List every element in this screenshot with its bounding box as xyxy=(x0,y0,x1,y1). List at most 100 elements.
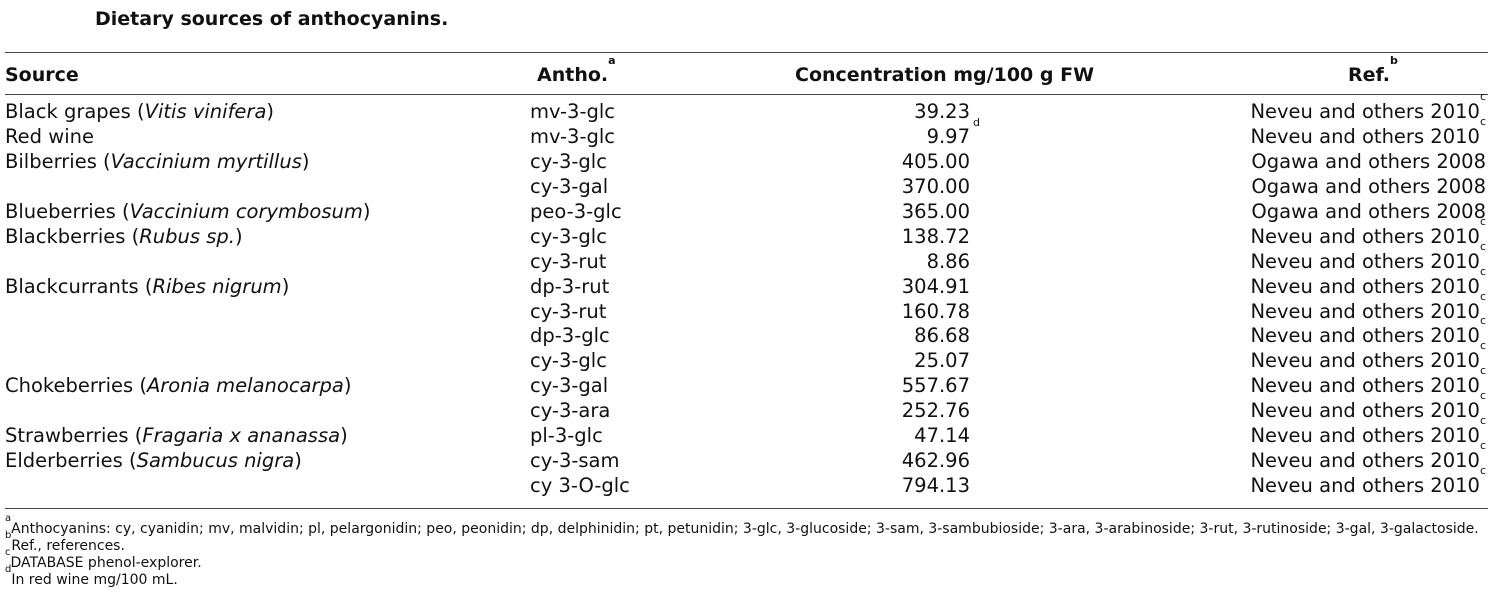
footnote: dIn red wine mg/100 mL. xyxy=(5,565,1479,589)
header-concentration: Concentration mg/100 g FW xyxy=(795,64,1095,86)
ref-footnote-mark: c xyxy=(1479,339,1486,353)
cell-concentration: 138.72 xyxy=(800,225,970,249)
cell-ref: Neveu and others 2010c xyxy=(1250,415,1486,448)
footnote-mark: b xyxy=(5,530,12,541)
footnote-mark: a xyxy=(5,513,12,524)
concentration-value: 39.23 xyxy=(914,100,970,123)
cell-concentration: 462.96 xyxy=(800,449,970,473)
table-row: Blackcurrants (Ribes nigrum) dp-3-rut 304.… xyxy=(0,266,1500,300)
table-row: Red wine mv-3-glc 9.97 d Neveu and others 20… xyxy=(0,115,1500,150)
cell-concentration: 160.78 xyxy=(800,300,970,324)
cell-concentration: 9.97 d xyxy=(926,115,980,148)
source-species: Aronia melanocarpa xyxy=(146,374,344,398)
cell-concentration: 252.76 xyxy=(800,399,970,423)
ref-text: Neveu and others 2010 xyxy=(1250,274,1480,298)
cell-antho: cy-3-rut xyxy=(530,299,607,323)
source-name: Blackcurrants ( xyxy=(5,274,153,298)
source-name: Elderberries ( xyxy=(5,449,137,473)
cell-antho: cy-3-sam xyxy=(530,449,620,473)
ref-text: Ogawa and others 2008 xyxy=(1251,174,1486,198)
ref-footnote-mark: c xyxy=(1479,364,1486,378)
source-species: Vaccinium myrtillus xyxy=(110,149,302,173)
cell-antho: cy-3-ara xyxy=(530,399,611,423)
source-close-paren: ) xyxy=(362,199,371,223)
concentration-value: 8.86 xyxy=(926,249,970,273)
ref-text: Neveu and others 2010 xyxy=(1250,399,1480,423)
cell-ref: Neveu and others 2010c xyxy=(1250,291,1486,324)
header-antho: Antho.a xyxy=(537,55,616,86)
concentration-value: 370.00 xyxy=(901,174,970,198)
footnote-mark: c xyxy=(5,547,11,558)
table-row: Bilberries (Vaccinium myrtillus) cy-3-glc… xyxy=(0,150,1500,175)
cell-concentration: 557.67 xyxy=(800,374,970,398)
cell-concentration: 365.00 xyxy=(800,200,970,224)
concentration-value: 794.13 xyxy=(901,474,970,498)
ref-text: Neveu and others 2010 xyxy=(1250,424,1480,448)
table-body: Black grapes (Vitis vinifera) mv-3-glc 39.… xyxy=(0,91,1500,499)
cell-ref: Neveu and others 2010c xyxy=(1250,315,1486,348)
cell-concentration: 39.23 xyxy=(800,100,970,124)
cell-source: Blueberries (Vaccinium corymbosum) xyxy=(5,200,370,224)
table-row: cy-3-gal 370.00 Ogawa and others 2008 xyxy=(0,175,1500,200)
concentration-value: 160.78 xyxy=(901,299,970,323)
ref-footnote-mark: c xyxy=(1479,389,1486,403)
source-name: Blackberries ( xyxy=(5,224,140,248)
ref-footnote-mark: c xyxy=(1479,289,1486,303)
source-close-paren: ) xyxy=(266,100,275,123)
ref-text: Neveu and others 2010 xyxy=(1250,124,1480,148)
cell-concentration: 370.00 xyxy=(800,175,970,199)
concentration-value: 86.68 xyxy=(914,324,970,348)
header-source: Source xyxy=(5,64,79,86)
ref-footnote-mark: c xyxy=(1479,239,1486,253)
ref-text: Neveu and others 2010 xyxy=(1250,249,1480,273)
ref-footnote-mark: c xyxy=(1479,90,1486,103)
table-row: cy 3-O-glc 794.13 Neveu and others 2010c xyxy=(0,465,1500,499)
source-name: Red wine xyxy=(5,124,94,148)
concentration-value: 557.67 xyxy=(901,374,970,398)
cell-antho: cy-3-glc xyxy=(530,149,607,173)
ref-text: Neveu and others 2010 xyxy=(1250,299,1480,323)
cell-antho: dp-3-rut xyxy=(530,274,610,298)
footnotes: aAnthocyanins: cy, cyanidin; mv, malvidi… xyxy=(5,514,1479,589)
cell-antho: cy 3-O-glc xyxy=(530,474,630,498)
concentration-value: 462.96 xyxy=(901,449,970,473)
table-row: Blackberries (Rubus sp.) cy-3-glc 138.72 Ne… xyxy=(0,216,1500,250)
table-row: Chokeberries (Aronia melanocarpa) cy-3-ga… xyxy=(0,365,1500,399)
cell-ref: Neveu and others 2010c xyxy=(1250,340,1486,373)
cell-ref: Neveu and others 2010c xyxy=(1250,116,1486,149)
source-species: Sambucus nigra xyxy=(136,449,295,473)
concentration-value: 9.97 xyxy=(926,124,970,148)
ref-footnote-mark: c xyxy=(1479,314,1486,328)
source-species: Vaccinium corymbosum xyxy=(129,199,363,223)
table-header-rule xyxy=(5,94,1488,95)
table-row: Black grapes (Vitis vinifera) mv-3-glc 39.… xyxy=(0,91,1500,125)
cell-ref: Neveu and others 2010c xyxy=(1250,216,1486,249)
source-species: Rubus sp. xyxy=(139,224,235,248)
source-close-paren: ) xyxy=(343,374,352,398)
cell-ref: Neveu and others 2010c xyxy=(1250,390,1486,423)
cell-antho: cy-3-glc xyxy=(530,224,607,248)
concentration-value: 47.14 xyxy=(914,424,970,448)
ref-text: Ogawa and others 2008 xyxy=(1251,149,1486,173)
header-ref: Ref.b xyxy=(1348,55,1398,86)
source-close-paren: ) xyxy=(234,224,243,248)
cell-antho: peo-3-glc xyxy=(530,199,622,223)
cell-ref: Neveu and others 2010c xyxy=(1250,440,1486,473)
cell-source: Strawberries (Fragaria x ananassa) xyxy=(5,424,348,448)
source-close-paren: ) xyxy=(294,449,302,473)
footnote: aAnthocyanins: cy, cyanidin; mv, malvidi… xyxy=(5,514,1479,538)
concentration-value: 138.72 xyxy=(901,224,970,248)
table-row: cy-3-rut 160.78 Neveu and others 2010c xyxy=(0,291,1500,325)
cell-antho: mv-3-glc xyxy=(530,100,616,123)
cell-ref: Ogawa and others 2008 xyxy=(1251,200,1486,224)
table-row: cy-3-ara 252.76 Neveu and others 2010c xyxy=(0,390,1500,424)
concentration-value: 405.00 xyxy=(901,149,970,173)
cell-source: Bilberries (Vaccinium myrtillus) xyxy=(5,150,309,174)
cell-source: Blackcurrants (Ribes nigrum) xyxy=(5,275,289,299)
footnote-mark: d xyxy=(5,564,12,575)
ref-text: Neveu and others 2010 xyxy=(1250,324,1480,348)
cell-ref: Neveu and others 2010c xyxy=(1250,241,1486,274)
footnote-text: Anthocyanins: cy, cyanidin; mv, malvidin… xyxy=(11,521,1479,537)
cell-source: Elderberries (Sambucus nigra) xyxy=(5,449,302,473)
cell-ref: Neveu and others 2010c xyxy=(1250,465,1486,498)
